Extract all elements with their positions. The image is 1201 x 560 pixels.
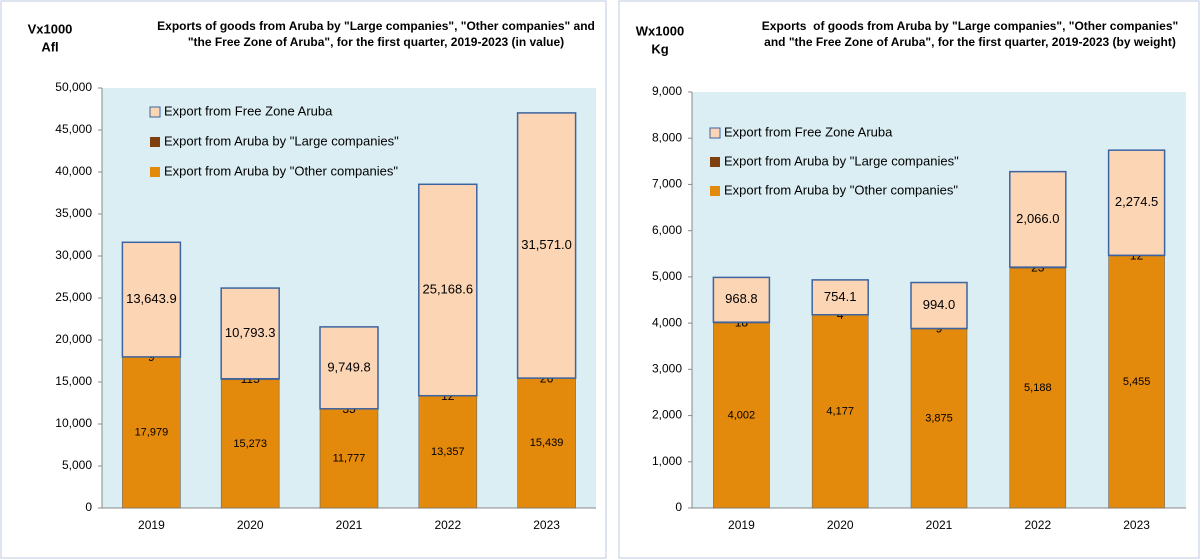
x-tick-label: 2019	[138, 518, 165, 532]
y-tick-label: 50,000	[55, 80, 92, 94]
legend-swatch	[709, 127, 721, 139]
x-tick-label: 2021	[336, 518, 363, 532]
data-label: 25,168.6	[422, 281, 473, 296]
legend-swatch	[149, 106, 161, 118]
data-label: 5,455	[1123, 376, 1151, 388]
data-label: 11,777	[333, 452, 366, 464]
data-label: 2,066.0	[1016, 211, 1059, 226]
x-tick-label: 2019	[728, 518, 755, 532]
y-tick-label: 35,000	[55, 206, 92, 220]
panel-border	[618, 0, 1200, 559]
bar-segment	[418, 395, 478, 509]
y-tick-label: 5,000	[652, 269, 682, 283]
y-tick-label: 8,000	[652, 130, 682, 144]
y-axis-label: Vx1000	[28, 21, 73, 36]
bar-segment	[713, 322, 770, 509]
legend-label: Export from Aruba by "Other companies"	[724, 182, 958, 197]
bar-segment	[517, 378, 576, 509]
x-tick-label: 2023	[533, 518, 560, 532]
chart-title: Exports of goods from Aruba by "Large co…	[761, 19, 1182, 49]
y-axis-label: Kg	[651, 41, 668, 56]
y-tick-label: 7,000	[652, 177, 682, 191]
x-tick-label: 2021	[926, 518, 953, 532]
data-label: 4,002	[728, 409, 756, 421]
bar-segment	[121, 241, 182, 358]
y-tick-label: 25,000	[55, 290, 92, 304]
bar-segment	[1108, 255, 1165, 509]
x-tick-label: 2022	[434, 518, 461, 532]
bar-segment	[712, 276, 771, 323]
x-tick-label: 2022	[1024, 518, 1051, 532]
y-tick-label: 30,000	[55, 248, 92, 262]
bar-segment	[1009, 267, 1067, 509]
bar-segment	[1107, 149, 1166, 257]
legend-label: Export from Aruba by "Other companies"	[164, 163, 398, 178]
data-label: 968.8	[725, 291, 758, 306]
bar-segment	[910, 281, 968, 330]
data-label: 13,357	[431, 446, 465, 458]
legend-swatch	[150, 137, 160, 147]
y-tick-label: 6,000	[652, 223, 682, 237]
data-label: 754.1	[824, 289, 857, 304]
bar-segment	[319, 408, 379, 509]
y-tick-label: 2,000	[652, 408, 682, 422]
bar-segment	[418, 183, 478, 397]
y-tick-label: 15,000	[55, 374, 92, 388]
x-tick-label: 2020	[237, 518, 264, 532]
legend-label: Export from Free Zone Aruba	[724, 124, 893, 139]
legend-swatch	[150, 167, 160, 177]
y-tick-label: 3,000	[652, 362, 682, 376]
chart-title: Exports of goods from Aruba by "Large co…	[157, 19, 599, 49]
y-tick-label: 4,000	[652, 315, 682, 329]
bar-segment	[1009, 170, 1067, 268]
data-label: 10,793.3	[225, 325, 276, 340]
bar-segment	[122, 356, 181, 509]
data-label: 17,979	[135, 426, 169, 438]
legend-label: Export from Aruba by "Large companies"	[164, 133, 399, 148]
legend-label: Export from Aruba by "Large companies"	[724, 153, 959, 168]
bar-segment	[516, 112, 577, 379]
bar-segment	[220, 379, 280, 509]
y-tick-label: 5,000	[62, 458, 92, 472]
bar-segment	[319, 326, 379, 410]
bar-segment	[811, 279, 869, 316]
y-tick-label: 20,000	[55, 332, 92, 346]
data-label: 3,875	[925, 412, 953, 424]
y-tick-label: 0	[85, 500, 92, 514]
bar-segment	[220, 287, 280, 380]
bar-segment	[910, 328, 968, 509]
data-label: 5,188	[1024, 382, 1052, 394]
data-label: 4,177	[826, 405, 854, 417]
y-tick-label: 1,000	[652, 454, 682, 468]
legend-swatch	[710, 186, 720, 196]
legend-swatch	[710, 157, 720, 167]
panel-border	[0, 0, 607, 559]
y-tick-label: 40,000	[55, 164, 92, 178]
data-label: 994.0	[923, 297, 956, 312]
y-tick-label: 9,000	[652, 84, 682, 98]
data-label: 13,643.9	[126, 291, 177, 306]
data-label: 2,274.5	[1115, 194, 1158, 209]
data-label: 15,439	[530, 437, 564, 449]
bar-segment	[811, 314, 869, 509]
y-axis-label: Wx1000	[636, 23, 684, 38]
data-label: 15,273	[233, 438, 267, 450]
legend-label: Export from Free Zone Aruba	[164, 103, 333, 118]
y-tick-label: 45,000	[55, 122, 92, 136]
y-tick-label: 0	[675, 500, 682, 514]
y-tick-label: 10,000	[55, 416, 92, 430]
data-label: 9,749.8	[327, 359, 370, 374]
x-tick-label: 2023	[1123, 518, 1150, 532]
y-axis-label: Afl	[41, 39, 58, 54]
x-tick-label: 2020	[827, 518, 854, 532]
data-label: 31,571.0	[521, 237, 572, 252]
